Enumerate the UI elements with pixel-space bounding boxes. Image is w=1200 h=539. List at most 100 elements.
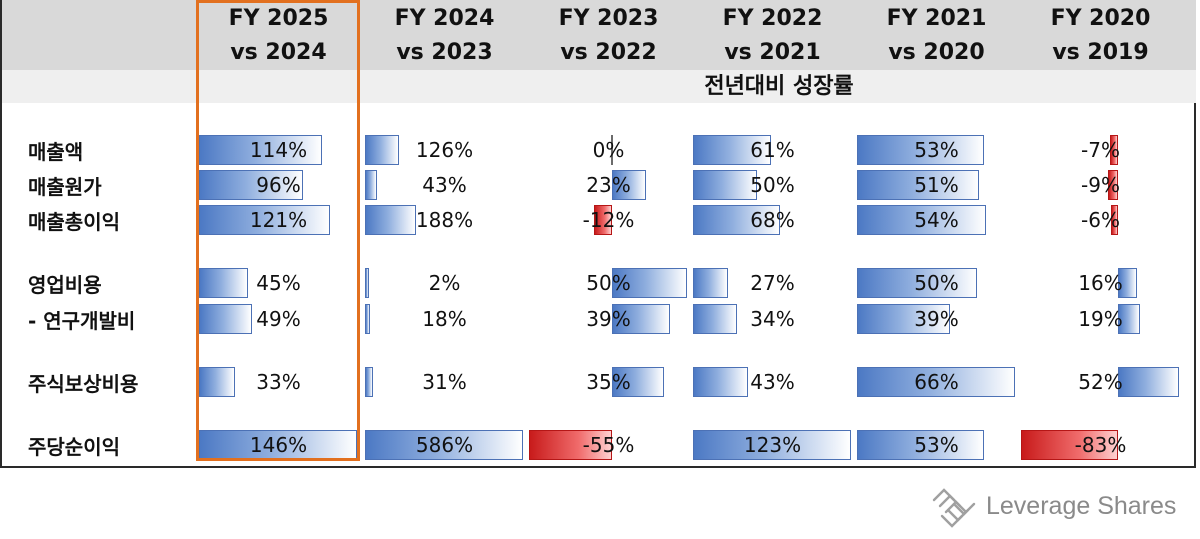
- column-header-year: FY 2024: [394, 6, 495, 31]
- column-header-year: FY 2021: [886, 6, 987, 31]
- positive-bar: [199, 430, 357, 460]
- column-header-compare: vs 2021: [724, 40, 821, 65]
- data-cell: 0%: [526, 135, 691, 165]
- value-label: 2%: [428, 271, 461, 295]
- column-header-year: FY 2022: [722, 6, 823, 31]
- data-cell: -6%: [1018, 205, 1183, 235]
- value-label: 45%: [256, 271, 301, 295]
- data-cell: 27%: [690, 268, 855, 298]
- value-label: -7%: [1081, 138, 1120, 162]
- value-label: 18%: [422, 307, 467, 331]
- column-header-1: FY 2024 vs 2023: [362, 2, 527, 70]
- positive-bar: [365, 135, 399, 165]
- value-label: 39%: [914, 307, 959, 331]
- column-header-4: FY 2021 vs 2020: [854, 2, 1019, 70]
- value-label: 146%: [249, 433, 308, 457]
- positive-bar: [365, 205, 416, 235]
- data-cell: 16%: [1018, 268, 1183, 298]
- value-label: 51%: [914, 173, 959, 197]
- value-label: 50%: [750, 173, 795, 197]
- data-cell: 45%: [196, 268, 361, 298]
- column-header-compare: vs 2020: [888, 40, 985, 65]
- column-header-compare: vs 2024: [230, 40, 327, 65]
- data-cell: 51%: [854, 170, 1019, 200]
- positive-bar: [857, 430, 984, 460]
- positive-bar: [693, 367, 749, 397]
- positive-bar: [857, 304, 951, 334]
- data-cell: 123%: [690, 430, 855, 460]
- value-label: -6%: [1081, 208, 1120, 232]
- data-cell: 33%: [196, 367, 361, 397]
- highlight-column-box: [196, 0, 360, 461]
- positive-bar: [1118, 268, 1137, 298]
- value-label: 43%: [750, 370, 795, 394]
- positive-bar: [611, 170, 647, 200]
- row-label: 매출원가: [28, 175, 102, 199]
- value-label: 121%: [249, 208, 308, 232]
- column-header-compare: vs 2022: [560, 40, 657, 65]
- row-label: 매출총이익: [28, 210, 120, 234]
- positive-bar: [611, 268, 687, 298]
- value-label: 31%: [422, 370, 467, 394]
- value-label: 54%: [914, 208, 959, 232]
- data-cell: 2%: [362, 268, 527, 298]
- data-cell: 121%: [196, 205, 361, 235]
- positive-bar: [693, 135, 772, 165]
- data-cell: 66%: [854, 367, 1019, 397]
- positive-bar: [199, 268, 248, 298]
- row-label: 영업비용: [28, 273, 102, 297]
- negative-bar: [593, 205, 612, 235]
- positive-bar: [611, 304, 671, 334]
- data-cell: 50%: [854, 268, 1019, 298]
- value-label: 114%: [249, 138, 308, 162]
- data-cell: 586%: [362, 430, 527, 460]
- data-cell: -7%: [1018, 135, 1183, 165]
- brand-logo: Leverage Shares: [930, 486, 1176, 528]
- data-cell: 146%: [196, 430, 361, 460]
- value-label: 53%: [914, 138, 959, 162]
- data-cell: 49%: [196, 304, 361, 334]
- positive-bar: [693, 268, 728, 298]
- data-cell: 68%: [690, 205, 855, 235]
- column-header-year: FY 2025: [228, 6, 329, 31]
- value-label: 39%: [586, 307, 631, 331]
- positive-bar: [365, 268, 369, 298]
- negative-bar: [529, 430, 612, 460]
- positive-bar: [693, 430, 851, 460]
- column-header-year: FY 2023: [558, 6, 659, 31]
- value-label: 49%: [256, 307, 301, 331]
- data-cell: -12%: [526, 205, 691, 235]
- value-label: 586%: [415, 433, 474, 457]
- value-label: 53%: [914, 433, 959, 457]
- positive-bar: [857, 170, 980, 200]
- data-cell: 18%: [362, 304, 527, 334]
- data-cell: 39%: [526, 304, 691, 334]
- negative-bar: [1109, 135, 1119, 165]
- value-label: 33%: [256, 370, 301, 394]
- row-label: 주식보상비용: [28, 372, 139, 396]
- positive-bar: [857, 205, 987, 235]
- data-cell: 52%: [1018, 367, 1183, 397]
- positive-bar: [199, 304, 253, 334]
- data-cell: 96%: [196, 170, 361, 200]
- column-header-year: FY 2020: [1050, 6, 1151, 31]
- value-label: 35%: [586, 370, 631, 394]
- data-cell: 114%: [196, 135, 361, 165]
- value-label: 68%: [750, 208, 795, 232]
- positive-bar: [693, 170, 758, 200]
- value-label: 34%: [750, 307, 795, 331]
- value-label: 123%: [743, 433, 802, 457]
- data-cell: 19%: [1018, 304, 1183, 334]
- data-cell: 61%: [690, 135, 855, 165]
- data-cell: 23%: [526, 170, 691, 200]
- positive-bar: [611, 367, 665, 397]
- data-cell: 43%: [690, 367, 855, 397]
- data-cell: 54%: [854, 205, 1019, 235]
- row-label: 주당순이익: [28, 435, 120, 459]
- brand-name: Leverage Shares: [986, 492, 1177, 520]
- value-label: 66%: [914, 370, 959, 394]
- column-header-5: FY 2020 vs 2019: [1018, 2, 1183, 70]
- column-header-compare: vs 2023: [396, 40, 493, 65]
- column-header-0: FY 2025 vs 2024: [196, 2, 361, 70]
- positive-bar: [1118, 304, 1141, 334]
